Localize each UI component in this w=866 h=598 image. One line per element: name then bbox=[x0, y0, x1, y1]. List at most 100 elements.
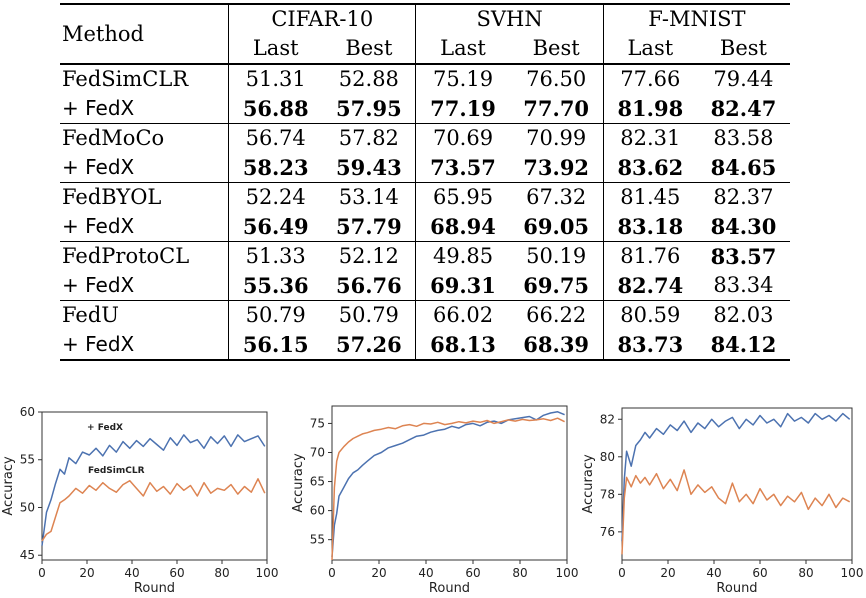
y-tick-label: 55 bbox=[20, 453, 35, 467]
table-cell: 67.32 bbox=[526, 185, 587, 209]
table-cell: 73.92 bbox=[523, 155, 590, 180]
table-cell: 69.75 bbox=[523, 273, 590, 298]
x-tick-label: 0 bbox=[618, 566, 626, 580]
table-cell: 82.03 bbox=[713, 303, 774, 327]
x-tick-label: 20 bbox=[79, 566, 94, 580]
table-cell: 76.50 bbox=[526, 67, 587, 91]
table-cell: 75.19 bbox=[415, 64, 510, 94]
y-tick-label: 60 bbox=[310, 504, 325, 518]
y-axis-label: Accuracy bbox=[581, 454, 596, 514]
x-tick-label: 0 bbox=[328, 566, 336, 580]
x-tick-label: 80 bbox=[214, 566, 229, 580]
subcol-header-last: Last bbox=[602, 34, 697, 64]
x-tick-label: 60 bbox=[169, 566, 184, 580]
table-cell: 69.05 bbox=[523, 214, 590, 239]
x-tick-label: 40 bbox=[706, 566, 721, 580]
table-cell: 56.76 bbox=[335, 273, 402, 298]
method-name-cell: FedProtoCL bbox=[62, 244, 190, 268]
table-row: FedU 50.79 50.79 66.02 66.22 80.59 82.03 bbox=[60, 300, 790, 330]
y-tick-label: 55 bbox=[310, 533, 325, 547]
table-cell: 58.23 bbox=[228, 153, 323, 183]
x-tick-label: 60 bbox=[465, 566, 480, 580]
table-cell: 52.24 bbox=[228, 182, 323, 212]
method-name-cell: + FedX bbox=[62, 273, 135, 297]
method-column-header: Method bbox=[62, 21, 144, 46]
table-cell: 80.59 bbox=[602, 300, 697, 330]
y-tick-label: 82 bbox=[600, 412, 615, 426]
y-tick-label: 70 bbox=[310, 445, 325, 459]
table-cell: 65.95 bbox=[415, 182, 510, 212]
table-cell: 77.19 bbox=[415, 94, 510, 124]
table-cell: 83.58 bbox=[713, 126, 774, 150]
x-tick-label: 0 bbox=[38, 566, 46, 580]
method-name-cell: FedSimCLR bbox=[62, 67, 189, 91]
table-cell: 84.12 bbox=[710, 332, 777, 357]
table-cell: 66.02 bbox=[415, 300, 510, 330]
table-cell: 53.14 bbox=[338, 185, 399, 209]
table-cell: 77.66 bbox=[602, 64, 697, 94]
y-tick-label: 78 bbox=[600, 487, 615, 501]
series-line-blue bbox=[331, 411, 565, 558]
table-row: FedMoCo 56.74 57.82 70.69 70.99 82.31 83.58 bbox=[60, 123, 790, 153]
chart-svhn-accuracy: 0 20 40 60 80 100 55 60 65 70 75 Round Accuracy bbox=[291, 405, 578, 596]
table-cell: 82.47 bbox=[710, 96, 777, 121]
table-cell: 73.57 bbox=[415, 153, 510, 183]
table-cell: 84.30 bbox=[710, 214, 777, 239]
results-table: Method CIFAR-10 SVHN F-MNIST Last Best L… bbox=[60, 3, 790, 361]
table-row: + FedX 56.88 57.95 77.19 77.70 81.98 82.47 bbox=[60, 94, 790, 124]
method-name-cell: FedBYOL bbox=[62, 185, 162, 209]
method-name-cell: FedMoCo bbox=[62, 126, 165, 150]
table-cell: 81.45 bbox=[602, 182, 697, 212]
table-cell: 81.76 bbox=[602, 241, 697, 271]
plot-frame bbox=[621, 407, 853, 561]
table-cell: 50.79 bbox=[228, 300, 323, 330]
table-cell: 83.57 bbox=[710, 244, 777, 269]
table-row: FedSimCLR 51.31 52.88 75.19 76.50 77.66 79.44 bbox=[60, 64, 790, 94]
series-line-blue bbox=[41, 434, 266, 546]
y-tick-label: 75 bbox=[310, 416, 325, 430]
series-line-orange bbox=[621, 469, 851, 555]
y-tick-label: 65 bbox=[310, 475, 325, 489]
subcol-header-best: Best bbox=[532, 36, 580, 60]
chart-fmnist-accuracy: 0 20 40 60 80 100 76 78 80 82 Round Accuracy bbox=[581, 407, 863, 596]
method-name-cell: + FedX bbox=[62, 214, 135, 238]
table-header-row-groups: Method CIFAR-10 SVHN F-MNIST bbox=[60, 4, 790, 46]
table-cell: 69.31 bbox=[415, 271, 510, 301]
table-cell: 68.13 bbox=[415, 330, 510, 360]
table-cell: 83.73 bbox=[602, 330, 697, 360]
method-name-cell: + FedX bbox=[62, 155, 135, 179]
subcol-header-last: Last bbox=[228, 34, 323, 64]
series-line-orange bbox=[331, 417, 565, 561]
table-cell: 83.18 bbox=[602, 212, 697, 242]
y-tick-label: 80 bbox=[600, 450, 615, 464]
table-cell: 57.26 bbox=[335, 332, 402, 357]
table-cell: 68.39 bbox=[523, 332, 590, 357]
table-cell: 84.65 bbox=[710, 155, 777, 180]
table-header-row-subcols: Last Best Last Best Last Best bbox=[60, 34, 790, 64]
table-cell: 82.37 bbox=[713, 185, 774, 209]
table-cell: 83.34 bbox=[713, 273, 774, 297]
table-cell: 50.19 bbox=[526, 244, 587, 268]
table-row: + FedX 56.15 57.26 68.13 68.39 83.73 84.12 bbox=[60, 330, 790, 360]
x-tick-label: 80 bbox=[798, 566, 813, 580]
table-cell: 51.33 bbox=[228, 241, 323, 271]
table-cell: 83.62 bbox=[602, 153, 697, 183]
method-name-cell: + FedX bbox=[62, 332, 135, 356]
table-cell: 56.49 bbox=[228, 212, 323, 242]
group-header-cifar10: CIFAR-10 bbox=[228, 4, 416, 34]
table-cell: 52.12 bbox=[338, 244, 399, 268]
group-header-svhn: SVHN bbox=[415, 4, 604, 34]
table-cell: 52.88 bbox=[338, 67, 399, 91]
method-name-cell: + FedX bbox=[62, 96, 135, 120]
series-line-blue bbox=[621, 412, 851, 542]
x-tick-label: 20 bbox=[371, 566, 386, 580]
subcol-header-best: Best bbox=[719, 36, 767, 60]
table-cell: 66.22 bbox=[526, 303, 587, 327]
table-row: FedProtoCL 51.33 52.12 49.85 50.19 81.76 83.57 bbox=[60, 241, 790, 271]
x-tick-label: 80 bbox=[512, 566, 527, 580]
y-tick-label: 60 bbox=[20, 405, 35, 419]
training-curves: 0 20 40 60 80 100 45 50 55 60 Round Accuracy + FedX F… bbox=[0, 392, 866, 598]
table-cell: 70.69 bbox=[415, 123, 510, 153]
table-cell: 70.99 bbox=[526, 126, 587, 150]
